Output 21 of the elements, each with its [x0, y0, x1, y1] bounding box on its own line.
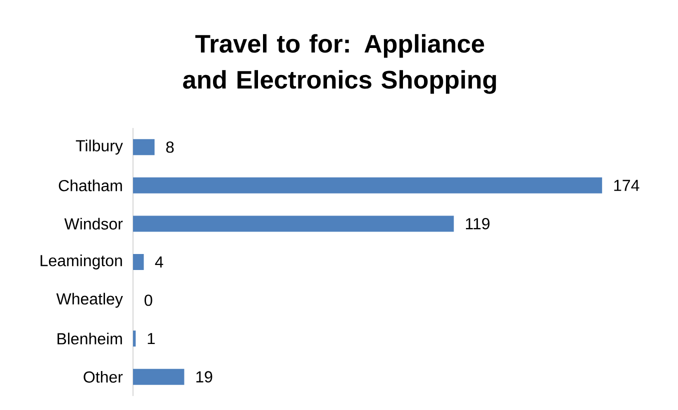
bar — [133, 139, 155, 156]
y-tick-label: Windsor — [64, 218, 123, 230]
y-tick-label: Other — [84, 370, 123, 383]
data-label: 1 — [148, 333, 155, 344]
data-label: 4 — [155, 256, 164, 268]
y-tick-label: Wheatley — [56, 292, 123, 308]
data-label: 19 — [196, 371, 212, 382]
y-tick-label: Tilbury — [76, 140, 123, 155]
y-tick-label: Blenheim — [58, 332, 122, 344]
data-label: 0 — [144, 294, 152, 306]
bar — [133, 254, 144, 270]
data-label: 119 — [466, 218, 490, 230]
bar — [133, 216, 454, 232]
data-label: 8 — [166, 141, 174, 153]
y-tick-label: Chatham — [58, 180, 122, 192]
y-tick-label: Leamington — [40, 254, 122, 270]
bar — [133, 177, 602, 194]
bar — [133, 330, 136, 347]
bar — [133, 368, 184, 385]
chart-title: Travel to for: Appliance and Electronics Shopping — [183, 34, 496, 94]
data-label: 174 — [614, 180, 640, 191]
